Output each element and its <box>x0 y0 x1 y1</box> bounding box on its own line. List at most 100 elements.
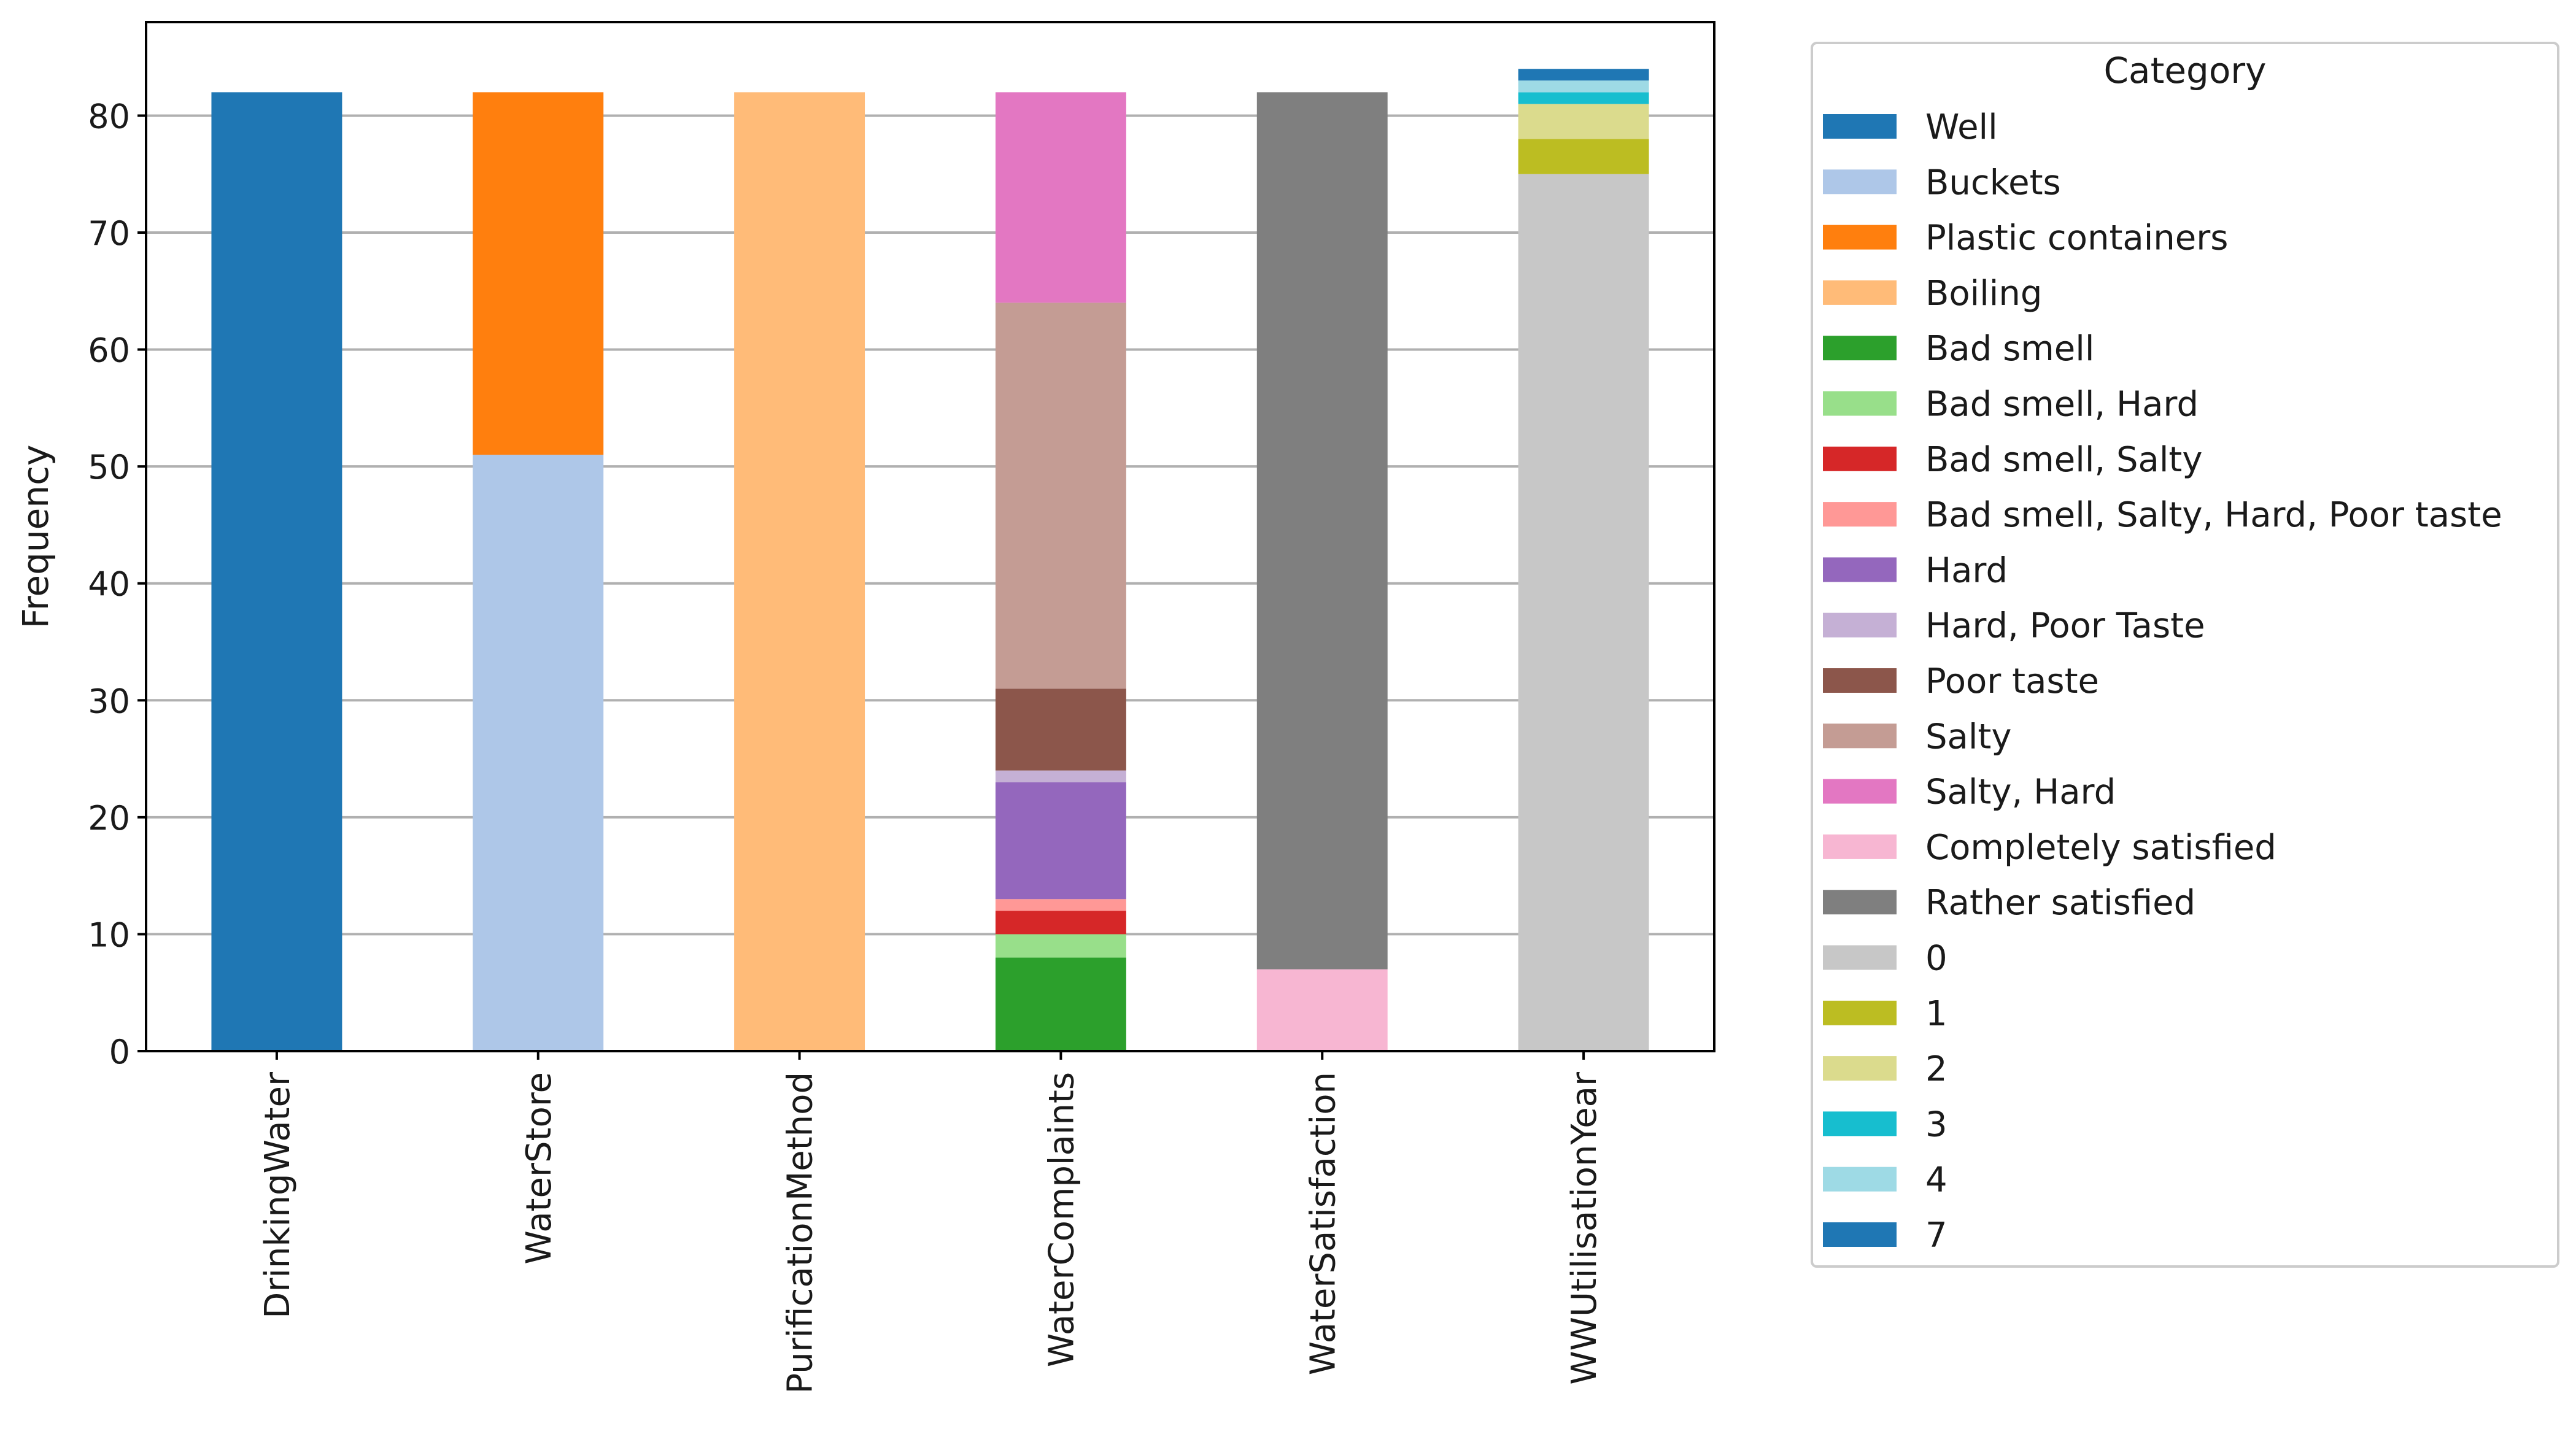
legend-swatch-bad-smell-4 <box>1823 336 1897 361</box>
legend-label-1-16: 1 <box>1925 994 1947 1034</box>
bar-segment-watercomplaints-bad-smell-hard-5 <box>995 934 1126 958</box>
bar-segment-waterstore-buckets-1 <box>473 455 604 1051</box>
legend-swatch-7-20 <box>1823 1222 1897 1247</box>
legend-label-buckets-1: Buckets <box>1925 163 2061 202</box>
legend-swatch-poor-taste-10 <box>1823 668 1897 693</box>
y-axis-ticks: 0 10 20 30 40 50 60 70 80 <box>88 97 146 1071</box>
legend-label-4-19: 4 <box>1925 1160 1947 1200</box>
legend-item-completely-satisfied-13: Completely satisfied <box>1823 828 2276 868</box>
legend-label-bad-smell-hard-5: Bad smell, Hard <box>1925 385 2199 425</box>
bar-segment-watercomplaints-salty-11 <box>995 303 1126 689</box>
legend-label-2-17: 2 <box>1925 1049 1947 1089</box>
y-tick-label-60: 60 <box>88 331 130 370</box>
legend-item-salty-11: Salty <box>1823 717 2012 757</box>
bar-segment-watersatisfaction-rather-satisfied-14 <box>1256 92 1388 970</box>
legend-label-well-0: Well <box>1925 107 1998 147</box>
x-tick-label-wwutilisationyear: WWUtilisationYear <box>1565 1071 1604 1385</box>
legend-item-7-20: 7 <box>1823 1216 1947 1255</box>
y-tick-label-20: 20 <box>88 799 130 838</box>
y-tick-label-10: 10 <box>88 916 130 954</box>
bars <box>211 69 1649 1051</box>
legend-swatch-hard-8 <box>1823 557 1897 582</box>
bar-segment-drinkingwater-well-0 <box>211 92 342 1051</box>
legend-swatch-0-15 <box>1823 945 1897 970</box>
legend-item-boiling-3: Boiling <box>1823 274 2042 314</box>
bar-segment-watercomplaints-hard-poor-taste-9 <box>995 770 1126 782</box>
legend-label-bad-smell-salty-6: Bad smell, Salty <box>1925 440 2203 480</box>
legend-label-rather-satisfied-14: Rather satisfied <box>1925 883 2195 923</box>
legend-item-poor-taste-10: Poor taste <box>1823 661 2099 701</box>
bar-segment-watercomplaints-bad-smell-salty-hard-poor-taste-7 <box>995 899 1126 911</box>
legend-item-buckets-1: Buckets <box>1823 163 2061 202</box>
legend-item-hard-8: Hard <box>1823 550 2008 590</box>
y-tick-label-30: 30 <box>88 682 130 720</box>
legend-item-bad-smell-salty-6: Bad smell, Salty <box>1823 440 2203 480</box>
legend-item-salty-hard-12: Salty, Hard <box>1823 773 2116 812</box>
bar-segment-waterstore-plastic-containers-2 <box>473 92 604 455</box>
bar-segment-wwutilisationyear-7-20 <box>1518 69 1649 81</box>
legend-item-bad-smell-salty-hard-poor-taste-7: Bad smell, Salty, Hard, Poor taste <box>1823 495 2502 535</box>
bar-segment-wwutilisationyear-2-17 <box>1518 104 1649 139</box>
legend-swatch-rather-satisfied-14 <box>1823 890 1897 915</box>
legend-label-hard-8: Hard <box>1925 550 2008 590</box>
legend-swatch-boiling-3 <box>1823 280 1897 305</box>
x-tick-label-drinkingwater: DrinkingWater <box>258 1071 298 1319</box>
legend-swatch-4-19 <box>1823 1166 1897 1192</box>
legend-label-0-15: 0 <box>1925 939 1947 979</box>
legend-swatch-3-18 <box>1823 1111 1897 1136</box>
legend-box <box>1811 42 2559 1268</box>
legend-label-salty-11: Salty <box>1925 717 2012 757</box>
bar-segment-watercomplaints-bad-smell-salty-6 <box>995 911 1126 935</box>
legend-swatch-bad-smell-salty-hard-poor-taste-7 <box>1823 502 1897 527</box>
legend-label-7-20: 7 <box>1925 1216 1947 1255</box>
legend-label-3-18: 3 <box>1925 1105 1947 1144</box>
legend-item-3-18: 3 <box>1823 1105 1947 1144</box>
legend-label-hard-poor-taste-9: Hard, Poor Taste <box>1925 606 2205 646</box>
bar-segment-wwutilisationyear-1-16 <box>1518 139 1649 174</box>
legend-swatch-hard-poor-taste-9 <box>1823 612 1897 638</box>
legend-item-bad-smell-hard-5: Bad smell, Hard <box>1823 385 2199 425</box>
legend-swatch-completely-satisfied-13 <box>1823 834 1897 859</box>
legend-swatch-well-0 <box>1823 114 1897 139</box>
legend-item-2-17: 2 <box>1823 1049 1947 1089</box>
legend-label-salty-hard-12: Salty, Hard <box>1925 773 2116 812</box>
legend-swatch-salty-hard-12 <box>1823 779 1897 804</box>
bar-segment-wwutilisationyear-0-15 <box>1518 174 1649 1051</box>
legend-item-hard-poor-taste-9: Hard, Poor Taste <box>1823 606 2205 646</box>
legend-item-0-15: 0 <box>1823 939 1947 979</box>
legend-item-4-19: 4 <box>1823 1160 1947 1200</box>
legend-item-plastic-containers-2: Plastic containers <box>1823 218 2228 258</box>
legend-title: Category <box>2104 50 2267 91</box>
legend: Category Well Buckets Plastic containers Bo… <box>1811 42 2559 1268</box>
y-tick-label-80: 80 <box>88 97 130 136</box>
x-tick-label-waterstore: WaterStore <box>519 1072 559 1265</box>
y-tick-label-0: 0 <box>109 1033 130 1071</box>
legend-label-plastic-containers-2: Plastic containers <box>1925 218 2228 258</box>
x-tick-label-watercomplaints: WaterComplaints <box>1042 1072 1081 1367</box>
plot-frame <box>145 21 1715 1052</box>
y-tick-label-50: 50 <box>88 448 130 487</box>
legend-item-bad-smell-4: Bad smell <box>1823 329 2094 369</box>
legend-label-poor-taste-10: Poor taste <box>1925 661 2099 701</box>
bar-segment-purificationmethod-boiling-3 <box>734 92 865 1051</box>
bar-segment-wwutilisationyear-3-18 <box>1518 92 1649 104</box>
legend-label-bad-smell-salty-hard-poor-taste-7: Bad smell, Salty, Hard, Poor taste <box>1925 495 2502 535</box>
legend-item-rather-satisfied-14: Rather satisfied <box>1823 883 2195 923</box>
legend-swatch-2-17 <box>1823 1056 1897 1081</box>
legend-swatch-bad-smell-hard-5 <box>1823 391 1897 416</box>
x-tick-label-watersatisfaction: WaterSatisfaction <box>1303 1072 1343 1375</box>
legend-swatch-bad-smell-salty-6 <box>1823 446 1897 471</box>
legend-item-1-16: 1 <box>1823 994 1947 1034</box>
legend-items: Well Buckets Plastic containers Boiling Bad … <box>1823 107 2502 1255</box>
bar-segment-watercomplaints-poor-taste-10 <box>995 688 1126 771</box>
legend-item-well-0: Well <box>1823 107 1998 147</box>
bar-segment-watercomplaints-hard-8 <box>995 782 1126 900</box>
legend-swatch-1-16 <box>1823 1000 1897 1025</box>
legend-swatch-plastic-containers-2 <box>1823 225 1897 250</box>
x-tick-label-purificationmethod: PurificationMethod <box>781 1072 821 1394</box>
legend-label-bad-smell-4: Bad smell <box>1925 329 2094 369</box>
bar-segment-watercomplaints-salty-hard-12 <box>995 92 1126 303</box>
legend-label-boiling-3: Boiling <box>1925 274 2042 314</box>
legend-label-completely-satisfied-13: Completely satisfied <box>1925 828 2276 868</box>
